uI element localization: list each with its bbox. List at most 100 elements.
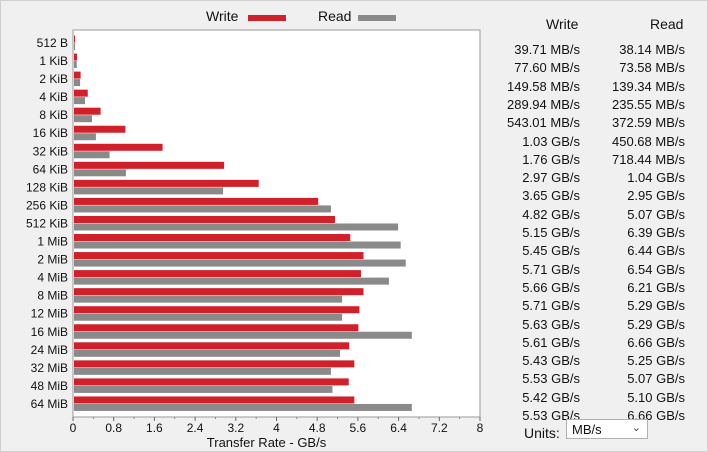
table-cell-read: 73.58 MB/s [619, 60, 685, 76]
read-bar [74, 367, 331, 375]
table-cell-write: 289.94 MB/s [507, 96, 580, 112]
y-tick-label: 8 MiB [37, 289, 68, 303]
read-bar [74, 403, 412, 411]
y-tick-label: 512 KiB [26, 216, 68, 230]
y-tick-label: 16 MiB [31, 325, 68, 339]
write-bar [74, 215, 336, 223]
read-bar [74, 97, 85, 105]
y-tick-label: 32 KiB [33, 144, 68, 158]
write-bar [74, 252, 364, 260]
legend-write-swatch [248, 15, 286, 21]
read-bar [74, 349, 341, 357]
table-cell-write: 5.42 GB/s [522, 389, 580, 405]
y-tick-label: 2 MiB [37, 253, 68, 267]
units-selected-value: MB/s [572, 422, 602, 437]
x-tick-label: 4.8 [309, 421, 326, 435]
table-cell-read: 718.44 MB/s [612, 151, 685, 167]
write-bar [74, 197, 319, 205]
legend-write-label: Write [206, 8, 239, 24]
y-tick-label: 4 MiB [37, 271, 68, 285]
table-cell-write: 149.58 MB/s [507, 78, 580, 94]
read-bar [74, 277, 389, 285]
read-bar [74, 223, 399, 231]
table-cell-read: 5.29 GB/s [627, 298, 685, 314]
table-cell-read: 6.54 GB/s [627, 261, 685, 277]
table-cell-write: 5.61 GB/s [522, 334, 580, 350]
write-bar [74, 342, 350, 350]
y-tick-label: 1 KiB [39, 54, 68, 68]
table-cell-write: 5.43 GB/s [522, 353, 580, 369]
x-tick-label: 0 [70, 421, 77, 435]
x-tick-label: 5.6 [350, 421, 367, 435]
read-bar [74, 115, 92, 123]
y-tick-label: 4 KiB [39, 90, 68, 104]
read-bar [74, 241, 401, 249]
read-bar [74, 151, 110, 159]
x-tick-label: 6.4 [390, 421, 407, 435]
table-cell-write: 5.63 GB/s [522, 316, 580, 332]
table-cell-read: 6.21 GB/s [627, 279, 685, 295]
table-cell-write: 5.53 GB/s [522, 371, 580, 387]
write-bar [74, 71, 81, 79]
table-cell-write: 5.66 GB/s [522, 279, 580, 295]
read-bar [74, 259, 406, 267]
read-bar [74, 43, 75, 50]
table-cell-write: 5.15 GB/s [522, 225, 580, 240]
write-bar [74, 324, 359, 332]
write-bar [74, 35, 76, 43]
table-cell-read: 5.07 GB/s [627, 371, 685, 387]
write-bar [74, 306, 360, 314]
write-bar [74, 53, 77, 61]
read-bar [74, 169, 126, 177]
y-tick-label: 48 MiB [31, 379, 68, 393]
table-cell-read: 5.25 GB/s [627, 353, 685, 369]
table-cell-read: 6.39 GB/s [627, 225, 685, 240]
legend-read-swatch [358, 15, 396, 21]
read-bar [74, 133, 96, 141]
read-bar [74, 79, 81, 87]
write-bar [74, 125, 126, 133]
y-tick-label: 16 KiB [33, 126, 68, 140]
write-bar [74, 270, 361, 278]
y-tick-label: 8 KiB [39, 108, 68, 122]
units-label: Units: [524, 425, 560, 441]
x-tick-label: 0.8 [105, 421, 122, 435]
table-cell-write: 77.60 MB/s [514, 60, 580, 76]
table-cell-read: 372.59 MB/s [612, 115, 685, 131]
units-dropdown[interactable]: MB/s ⌄ [566, 419, 648, 439]
y-tick-label: 64 MiB [31, 397, 68, 411]
y-tick-label: 1 MiB [37, 235, 68, 249]
table-cell-write: 1.03 GB/s [522, 133, 580, 149]
table-cell-write: 3.65 GB/s [522, 188, 580, 204]
y-tick-label: 32 MiB [31, 361, 68, 375]
table-cell-read: 38.14 MB/s [619, 42, 685, 57]
table-cell-read: 1.04 GB/s [627, 170, 685, 186]
write-bar [74, 360, 355, 368]
table-cell-read: 6.66 GB/s [627, 334, 685, 350]
y-tick-label: 24 MiB [31, 343, 68, 357]
write-bar [74, 288, 364, 296]
table-header-write: Write [546, 16, 579, 32]
table-cell-write: 4.82 GB/s [522, 206, 580, 222]
table-cell-read: 5.29 GB/s [627, 316, 685, 332]
write-bar [74, 143, 163, 151]
x-axis-title: Transfer Rate - GB/s [207, 435, 327, 450]
table-cell-read: 139.34 MB/s [612, 78, 685, 94]
table-cell-read: 2.95 GB/s [627, 188, 685, 204]
x-tick-label: 3.2 [227, 421, 244, 435]
table-cell-write: 543.01 MB/s [507, 115, 580, 131]
x-tick-label: 1.6 [146, 421, 163, 435]
read-bar [74, 187, 224, 195]
write-bar [74, 179, 259, 187]
read-bar [74, 385, 333, 393]
y-tick-label: 2 KiB [39, 72, 68, 86]
read-bar [74, 295, 343, 303]
table-cell-read: 6.44 GB/s [627, 243, 685, 259]
y-tick-label: 512 B [37, 36, 68, 50]
write-bar [74, 161, 225, 169]
table-header-read: Read [650, 16, 684, 32]
y-tick-label: 64 KiB [33, 162, 68, 176]
x-tick-label: 2.4 [187, 421, 204, 435]
write-bar [74, 107, 101, 115]
